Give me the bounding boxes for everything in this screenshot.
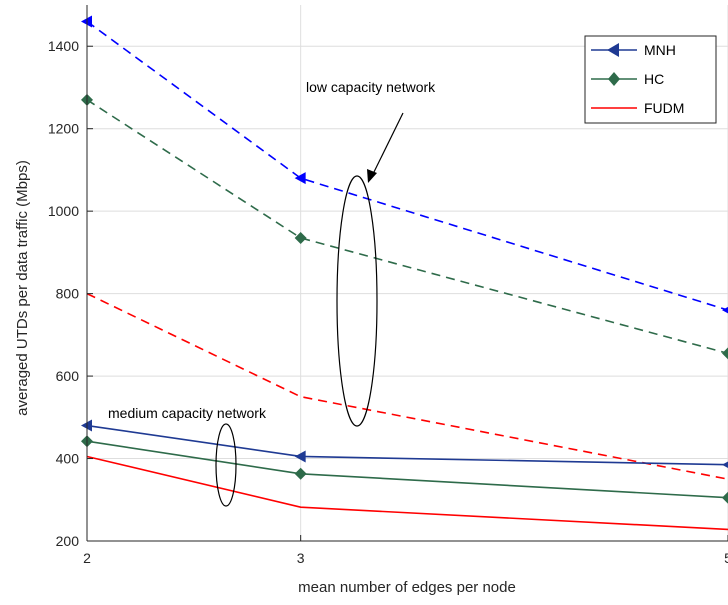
y-tick-label: 1000 xyxy=(48,203,79,219)
data-point-mnh xyxy=(294,450,306,463)
series-markers xyxy=(81,15,728,504)
tick-labels: 200 400 600 800 1000 1200 1400 2 3 5 xyxy=(48,38,728,566)
legend-marker-diamond-icon xyxy=(608,72,620,86)
legend-label-hc: HC xyxy=(644,71,664,87)
legend-item-fudm: FUDM xyxy=(591,100,684,116)
y-axis-label: averaged UTDs per data traffic (Mbps) xyxy=(14,160,31,416)
legend-label-fudm: FUDM xyxy=(644,100,684,116)
legend: MNH HC FUDM xyxy=(584,35,717,124)
data-point-hc xyxy=(294,467,307,480)
y-tick-label: 1200 xyxy=(48,121,79,137)
y-tick-label: 800 xyxy=(56,286,80,302)
annotation-ellipse-low xyxy=(336,175,378,427)
series-line-fudm-low-capacity xyxy=(86,292,728,480)
series-line-mnh-low-capacity xyxy=(86,20,728,311)
legend-item-mnh: MNH xyxy=(591,42,676,58)
y-tick-label: 600 xyxy=(56,368,80,384)
x-tick-label: 3 xyxy=(297,550,305,566)
data-point-hc xyxy=(722,347,728,360)
x-axis-label: mean number of edges per node xyxy=(298,579,516,596)
series-line-hc-medium-capacity xyxy=(86,440,728,499)
annotation-medium-capacity: medium capacity network xyxy=(108,405,267,507)
data-point-mnh xyxy=(294,172,306,185)
x-tick-label: 5 xyxy=(724,550,728,566)
y-tick-label: 200 xyxy=(56,533,80,549)
annotation-medium-capacity-text: medium capacity network xyxy=(108,405,267,421)
annotation-low-capacity-text: low capacity network xyxy=(306,79,436,95)
data-point-hc xyxy=(294,231,307,244)
legend-marker-triangle-icon xyxy=(607,43,619,57)
y-tick-label: 400 xyxy=(56,451,80,467)
data-point-mnh xyxy=(722,461,728,468)
annotation-arrow-head xyxy=(367,169,377,183)
series-lines xyxy=(86,20,728,531)
x-tick-label: 2 xyxy=(83,550,91,566)
legend-label-mnh: MNH xyxy=(644,42,676,58)
annotation-arrow xyxy=(371,112,404,177)
y-tick-label: 1400 xyxy=(48,38,79,54)
data-point-hc xyxy=(722,491,728,504)
legend-item-hc: HC xyxy=(591,71,664,87)
axes xyxy=(86,5,728,542)
annotation-ellipse-medium xyxy=(215,423,237,507)
series-line-fudm-medium-capacity xyxy=(86,455,728,531)
annotation-low-capacity: low capacity network xyxy=(306,79,436,427)
data-point-mnh xyxy=(722,306,728,314)
series-line-hc-low-capacity xyxy=(86,99,728,355)
